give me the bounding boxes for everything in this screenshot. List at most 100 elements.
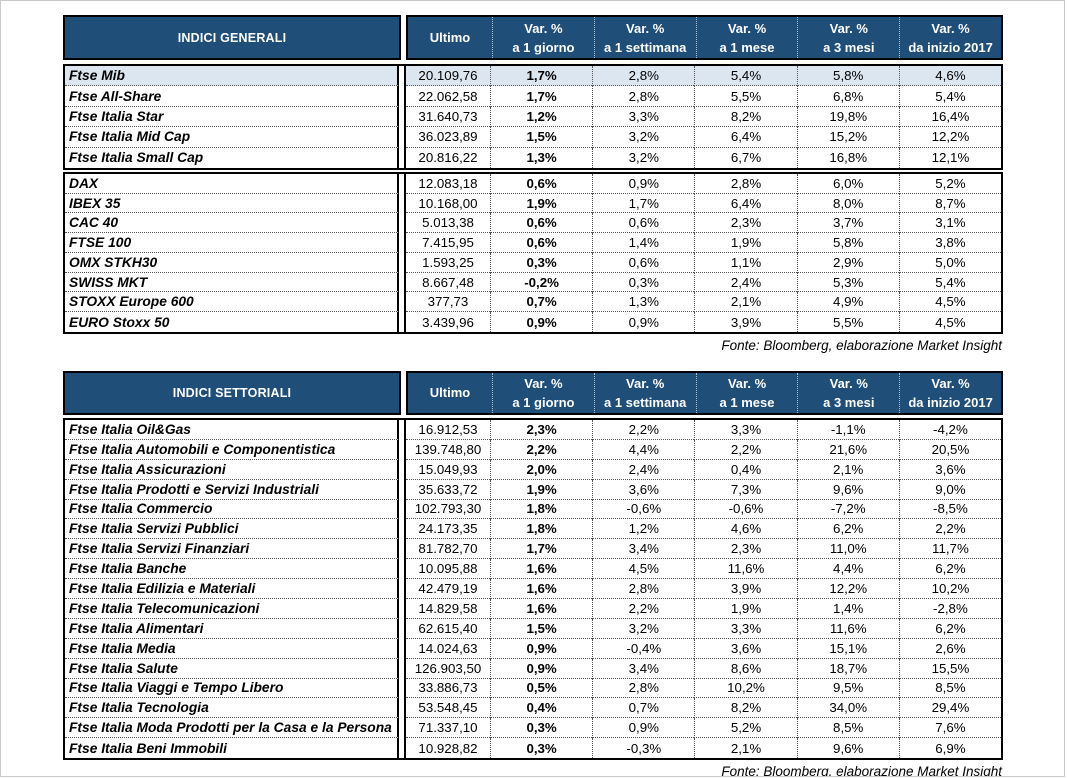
var-cell: 8,6% <box>694 658 797 679</box>
var-cell: 5,4% <box>898 86 1002 107</box>
var-cell: 5,2% <box>898 173 1002 194</box>
column-header-line2: a 3 mesi <box>823 39 875 55</box>
var-cell: 1,5% <box>490 127 593 148</box>
var-cell: 9,6% <box>796 738 899 759</box>
table-row: SWISS MKT 8.667,48 -0,2% 0,3% 2,4% 5,3% 5,4% <box>65 272 1002 293</box>
row-values: 42.479,19 1,6% 2,8% 3,9% 12,2% 10,2% <box>404 579 1002 599</box>
var-cell: -0,2% <box>490 272 593 293</box>
table-row: STOXX Europe 600 377,73 0,7% 1,3% 2,1% 4,9% 4,… <box>65 292 1002 313</box>
index-name-cell: Ftse Mib <box>65 66 399 87</box>
var-cell: 6,2% <box>898 559 1002 580</box>
table-row: Ftse Italia Small Cap 20.816,22 1,3% 3,2% 6,… <box>65 147 1001 168</box>
ultimo-cell: 53.548,45 <box>406 698 490 719</box>
table-row: Ftse Italia Commercio 102.793,30 1,8% -0,6%… <box>65 499 1002 520</box>
var-cell: 5,4% <box>694 66 797 87</box>
var-cell: 0,9% <box>490 658 593 679</box>
table-row: Ftse Italia Alimentari 62.615,40 1,5% 3,2% 3… <box>65 618 1002 639</box>
var-cell: 1,6% <box>490 579 593 599</box>
index-name-cell: Ftse Italia Media <box>65 638 399 659</box>
column-header-line1: Var. % <box>727 375 767 391</box>
var-cell: 2,4% <box>592 459 695 480</box>
var-cell: 9,0% <box>898 479 1002 500</box>
row-values: 3.439,96 0,9% 0,9% 3,9% 5,5% 4,5% <box>404 312 1001 332</box>
var-cell: 3,3% <box>694 618 797 639</box>
var-cell: 4,6% <box>898 66 1002 87</box>
row-values: 377,73 0,7% 1,3% 2,1% 4,9% 4,5% <box>404 292 1002 313</box>
index-name-cell: Ftse Italia Viaggi e Tempo Libero <box>65 678 399 699</box>
var-cell: 0,3% <box>592 272 695 293</box>
column-header-var: Var. % a 1 settimana <box>593 17 696 58</box>
var-cell: 8,7% <box>898 193 1002 214</box>
index-name-cell: EURO Stoxx 50 <box>65 312 399 332</box>
ultimo-cell: 102.793,30 <box>406 500 490 520</box>
row-values: 1.593,25 0,3% 0,6% 1,1% 2,9% 5,0% <box>404 252 1002 273</box>
table-row: Ftse Italia Automobili e Componentistica… <box>65 439 1002 460</box>
row-values: 36.023,89 1,5% 3,2% 6,4% 15,2% 12,2% <box>404 127 1002 148</box>
index-name-cell: STOXX Europe 600 <box>65 292 399 313</box>
table-row: Ftse Italia Beni Immobili 10.928,82 0,3% -0… <box>65 738 1001 759</box>
var-cell: 3,6% <box>898 459 1002 480</box>
var-cell: -0,4% <box>592 638 695 659</box>
var-cell: 19,8% <box>796 106 899 128</box>
var-cell: 9,5% <box>796 678 899 699</box>
index-name-cell: Ftse Italia Mid Cap <box>65 127 399 148</box>
var-cell: 2,2% <box>694 439 797 460</box>
table-row: FTSE 100 7.415,95 0,6% 1,4% 1,9% 5,8% 3,8% <box>65 233 1002 253</box>
var-cell: 3,4% <box>592 539 695 560</box>
var-cell: 3,4% <box>592 658 695 679</box>
var-cell: 6,2% <box>796 519 899 540</box>
table-title: INDICI SETTORIALI <box>172 385 292 400</box>
var-cell: 5,0% <box>898 252 1002 273</box>
table-row: Ftse Italia Moda Prodotti per la Casa e … <box>65 718 1002 739</box>
var-cell: 6,2% <box>898 618 1002 639</box>
index-name-cell: Ftse Italia Servizi Finanziari <box>65 539 399 560</box>
table-row: EURO Stoxx 50 3.439,96 0,9% 0,9% 3,9% 5,5% 4,5… <box>65 312 1001 332</box>
var-cell: 1,7% <box>490 66 593 87</box>
var-cell: 0,3% <box>490 718 593 739</box>
var-cell: 5,5% <box>796 312 899 332</box>
var-cell: 1,1% <box>694 252 797 273</box>
ultimo-cell: 35.633,72 <box>406 480 490 500</box>
table-row: Ftse Italia Telecomunicazioni 14.829,58 1,… <box>65 598 1002 619</box>
index-name-cell: Ftse Italia Prodotti e Servizi Industria… <box>65 479 399 500</box>
var-cell: 1,4% <box>592 233 695 253</box>
var-cell: 3,8% <box>898 233 1002 253</box>
ultimo-cell: 12.083,18 <box>406 174 490 194</box>
ultimo-cell: 36.023,89 <box>406 127 490 148</box>
header-columns: Ultimo Var. % a 1 giorno Var. % a 1 settiman… <box>406 370 1003 415</box>
table-row: IBEX 35 10.168,00 1,9% 1,7% 6,4% 8,0% 8,7% <box>65 193 1002 214</box>
column-header-line1: Var. % <box>626 20 665 36</box>
column-header-line2: a 1 settimana <box>604 394 687 410</box>
table-row: Ftse Italia Oil&Gas 16.912,53 2,3% 2,2% 3,3%… <box>65 419 1002 440</box>
ultimo-cell: 71.337,10 <box>406 718 490 739</box>
var-cell: 12,2% <box>796 579 899 599</box>
index-name-cell: Ftse Italia Commercio <box>65 499 399 520</box>
row-values: 16.912,53 2,3% 2,2% 3,3% -1,1% -4,2% <box>404 419 1002 440</box>
var-cell: 1,8% <box>490 519 593 540</box>
var-cell: 1,9% <box>694 598 797 619</box>
var-cell: 15,5% <box>898 658 1002 679</box>
var-cell: 2,9% <box>796 252 899 273</box>
var-cell: 0,9% <box>592 173 695 194</box>
var-cell: 0,4% <box>694 459 797 480</box>
var-cell: 0,6% <box>592 213 695 234</box>
var-cell: 16,4% <box>898 106 1002 128</box>
row-values: 10.168,00 1,9% 1,7% 6,4% 8,0% 8,7% <box>404 193 1002 214</box>
row-values: 126.903,50 0,9% 3,4% 8,6% 18,7% 15,5% <box>404 658 1002 679</box>
var-cell: -0,3% <box>592 738 694 759</box>
var-cell: 6,4% <box>694 127 797 148</box>
index-group: Ftse Italia Oil&Gas 16.912,53 2,3% 2,2% 3,3%… <box>63 417 1003 761</box>
row-values: 20.109,76 1,7% 2,8% 5,4% 5,8% 4,6% <box>404 66 1002 87</box>
column-header-line1: Var. % <box>829 375 868 391</box>
var-cell: 12,2% <box>898 127 1002 148</box>
table-row: Ftse Italia Prodotti e Servizi Industria… <box>65 479 1002 500</box>
source-note: Fonte: Bloomberg, elaborazione Market In… <box>721 337 1002 353</box>
market-report: INDICI GENERALI Ultimo Var. % a 1 giorno Var… <box>63 15 1003 776</box>
var-cell: 0,3% <box>490 738 592 759</box>
var-cell: 0,6% <box>490 233 593 253</box>
var-cell: 6,4% <box>694 193 797 214</box>
column-header-line2: da inizio 2017 <box>908 39 993 55</box>
table-row: Ftse Mib 20.109,76 1,7% 2,8% 5,4% 5,8% 4,6% <box>65 66 1002 87</box>
var-cell: 0,6% <box>490 213 593 234</box>
